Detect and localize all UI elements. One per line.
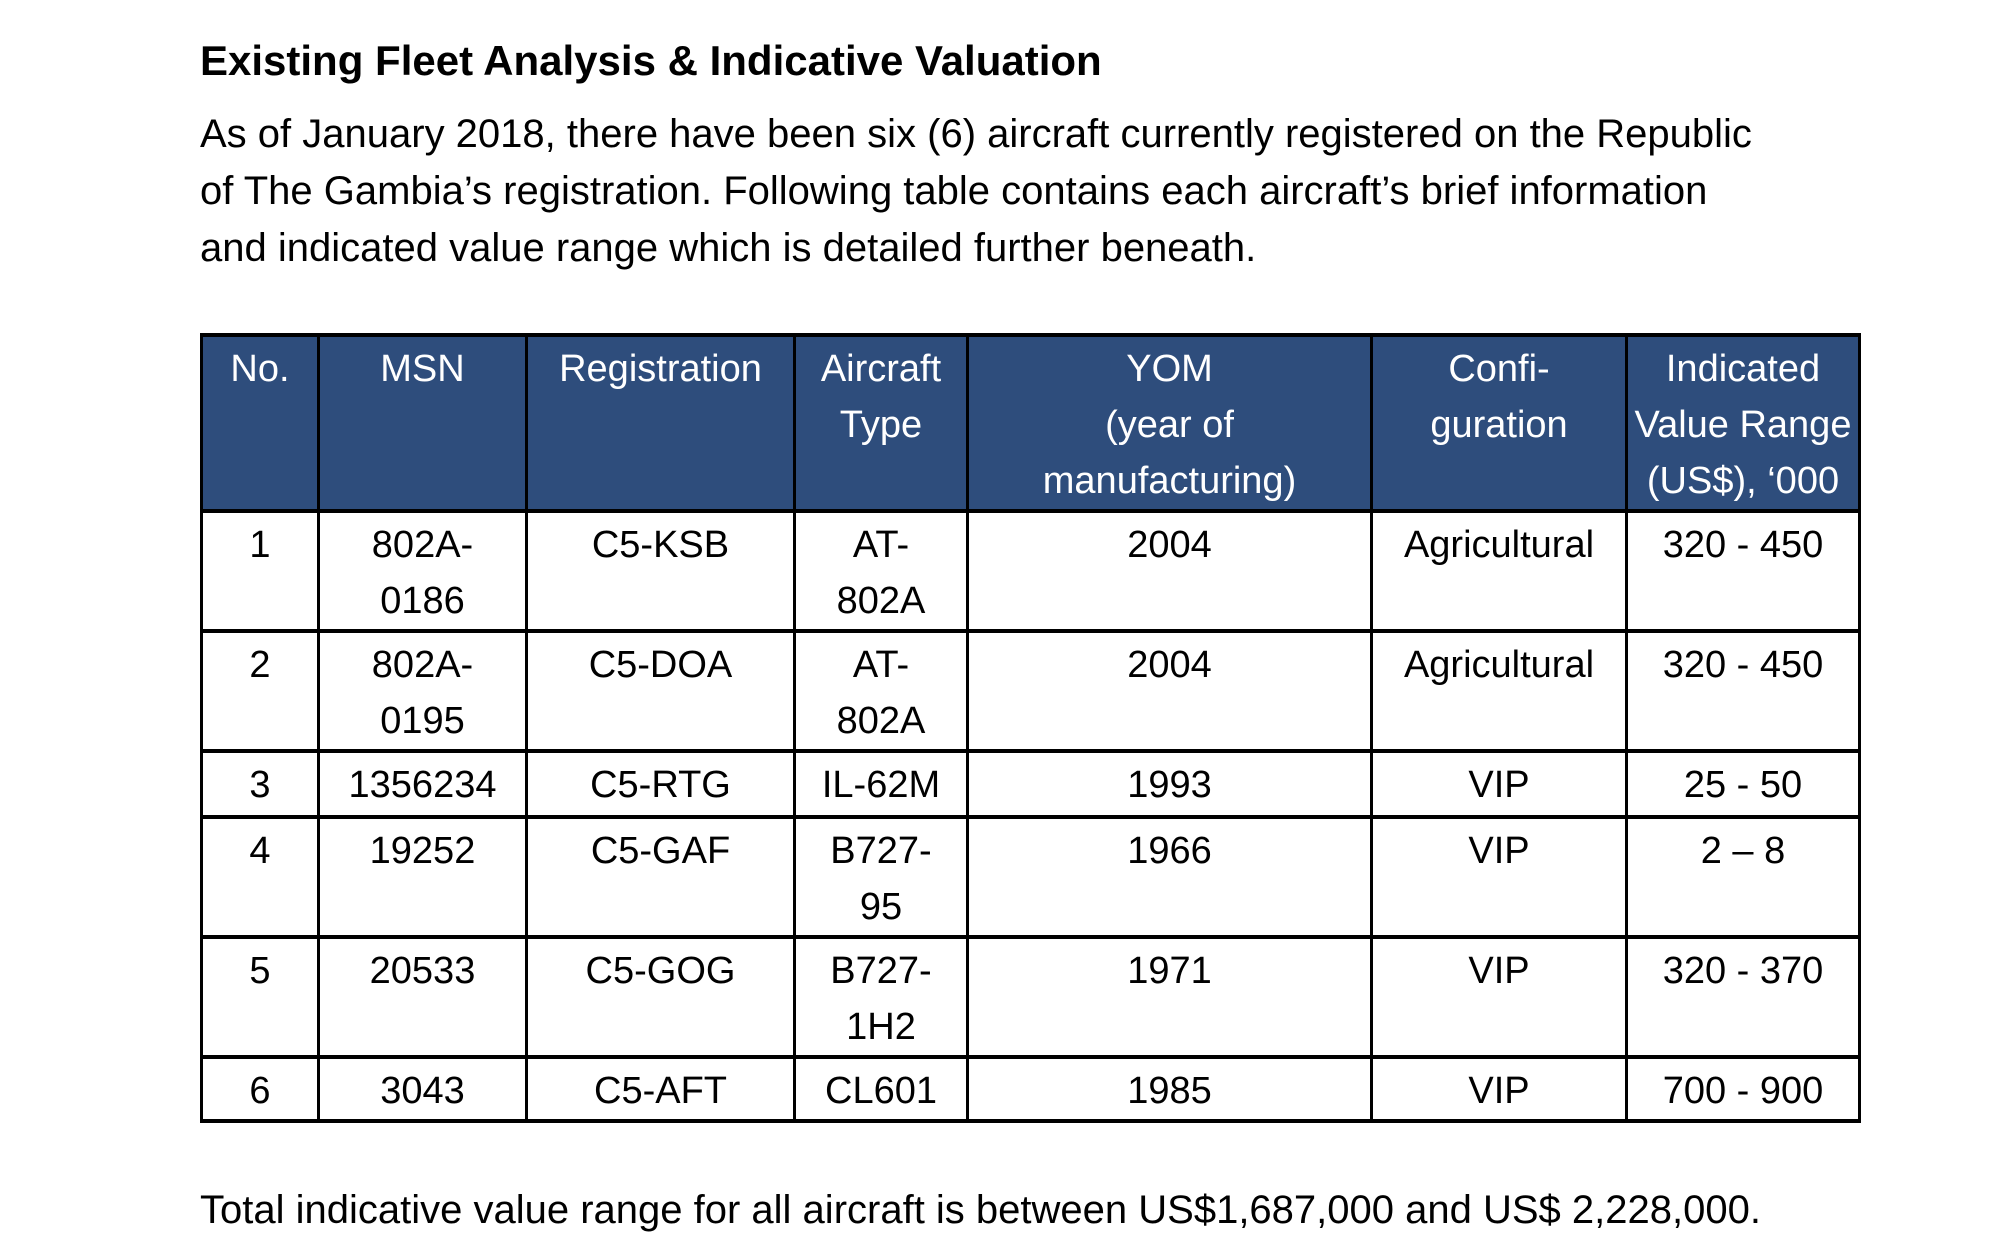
table-row: 4 19252 C5-GAF B727- 95 1966 VIP 2 – 8 <box>200 815 1861 939</box>
table-cell: C5-AFT <box>525 1055 796 1123</box>
total-value-text: Total indicative value range for all air… <box>200 1188 1761 1232</box>
table-cell: AT- 802A <box>793 509 969 633</box>
table-cell: 1985 <box>966 1055 1373 1123</box>
column-header-registration: Registration <box>525 333 796 513</box>
table-cell: 320 - 370 <box>1625 935 1861 1059</box>
table-cell: C5-GAF <box>525 815 796 939</box>
table-cell: VIP <box>1370 935 1628 1059</box>
page-title: Existing Fleet Analysis & Indicative Val… <box>200 37 1102 84</box>
column-header-indicated-value: Indicated Value Range (US$), ‘000 <box>1625 333 1861 513</box>
table-cell: 1971 <box>966 935 1373 1059</box>
table-cell: Agricultural <box>1370 509 1628 633</box>
intro-paragraph: As of January 2018, there have been six … <box>200 112 1752 270</box>
fleet-table: No. MSN Registration Aircraft Type YOM (… <box>200 333 1861 1123</box>
table-cell: C5-DOA <box>525 629 796 753</box>
table-cell: 2004 <box>966 509 1373 633</box>
column-header-yom: YOM (year of manufacturing) <box>966 333 1373 513</box>
table-cell: 2 <box>200 629 320 753</box>
table-cell: VIP <box>1370 1055 1628 1123</box>
table-cell: C5-GOG <box>525 935 796 1059</box>
table-cell: 2 – 8 <box>1625 815 1861 939</box>
table-cell: VIP <box>1370 749 1628 819</box>
table-cell: 6 <box>200 1055 320 1123</box>
table-cell: 3043 <box>317 1055 528 1123</box>
table-row: 5 20533 C5-GOG B727- 1H2 1971 VIP 320 - … <box>200 935 1861 1059</box>
table-cell: B727- 95 <box>793 815 969 939</box>
table-cell: 25 - 50 <box>1625 749 1861 819</box>
table-cell: CL601 <box>793 1055 969 1123</box>
column-header-no: No. <box>200 333 320 513</box>
document-page: Existing Fleet Analysis & Indicative Val… <box>200 36 1880 1235</box>
table-cell: 1966 <box>966 815 1373 939</box>
column-header-aircraft-type: Aircraft Type <box>793 333 969 513</box>
table-cell: 5 <box>200 935 320 1059</box>
column-header-configuration: Confi- guration <box>1370 333 1628 513</box>
header-row: No. MSN Registration Aircraft Type YOM (… <box>200 333 1861 513</box>
table-cell: 320 - 450 <box>1625 629 1861 753</box>
table-cell: 20533 <box>317 935 528 1059</box>
table-row: 6 3043 C5-AFT CL601 1985 VIP 700 - 900 <box>200 1055 1861 1123</box>
table-cell: 2004 <box>966 629 1373 753</box>
table-cell: 4 <box>200 815 320 939</box>
table-cell: 1993 <box>966 749 1373 819</box>
table-cell: VIP <box>1370 815 1628 939</box>
table-cell: Agricultural <box>1370 629 1628 753</box>
table-row: 2 802A- 0195 C5-DOA AT- 802A 2004 Agricu… <box>200 629 1861 753</box>
table-cell: IL-62M <box>793 749 969 819</box>
table-cell: 1356234 <box>317 749 528 819</box>
table-cell: C5-RTG <box>525 749 796 819</box>
table-cell: 700 - 900 <box>1625 1055 1861 1123</box>
table-cell: B727- 1H2 <box>793 935 969 1059</box>
table-cell: 3 <box>200 749 320 819</box>
column-header-msn: MSN <box>317 333 528 513</box>
table-cell: 802A- 0195 <box>317 629 528 753</box>
table-cell: 320 - 450 <box>1625 509 1861 633</box>
table-cell: 19252 <box>317 815 528 939</box>
table-row: 3 1356234 C5-RTG IL-62M 1993 VIP 25 - 50 <box>200 749 1861 819</box>
table-cell: 802A- 0186 <box>317 509 528 633</box>
table-cell: AT- 802A <box>793 629 969 753</box>
table-row: 1 802A- 0186 C5-KSB AT- 802A 2004 Agricu… <box>200 509 1861 633</box>
table-cell: 1 <box>200 509 320 633</box>
table-cell: C5-KSB <box>525 509 796 633</box>
